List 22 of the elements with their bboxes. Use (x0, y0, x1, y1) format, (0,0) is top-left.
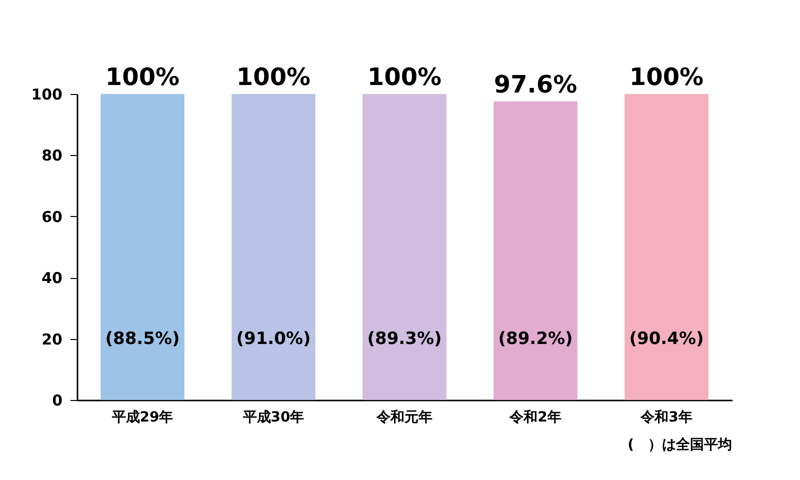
y-tick-label: 20 (42, 330, 62, 348)
annotation: (89.3%) (367, 328, 442, 349)
y-tick-label: 80 (42, 146, 62, 165)
y-tick-label: 100 (31, 86, 62, 104)
x-tick-label: 平成29年 (110, 410, 174, 426)
annotation: (91.0%) (236, 328, 311, 349)
x-tick-label: 令和2年 (508, 410, 562, 426)
annotation: (89.2%) (498, 328, 573, 349)
annotation: (88.5%) (105, 328, 180, 349)
annotation: (90.4%) (629, 328, 704, 349)
data-label: 97.6% (494, 70, 578, 98)
data-label: 100% (105, 63, 180, 91)
y-tick-label: 0 (52, 392, 62, 410)
y-tick-label: 60 (42, 208, 62, 226)
y-tick-label: 40 (42, 269, 62, 288)
x-tick-label: 令和3年 (640, 410, 692, 426)
data-label: 100% (629, 63, 704, 91)
data-label: 100% (367, 63, 442, 91)
x-tick-label: 平成30年 (242, 410, 304, 426)
data-label: 100% (236, 63, 311, 91)
x-tick-label: 令和元年 (376, 410, 432, 426)
text: ( ）は全国平均 (628, 437, 732, 453)
